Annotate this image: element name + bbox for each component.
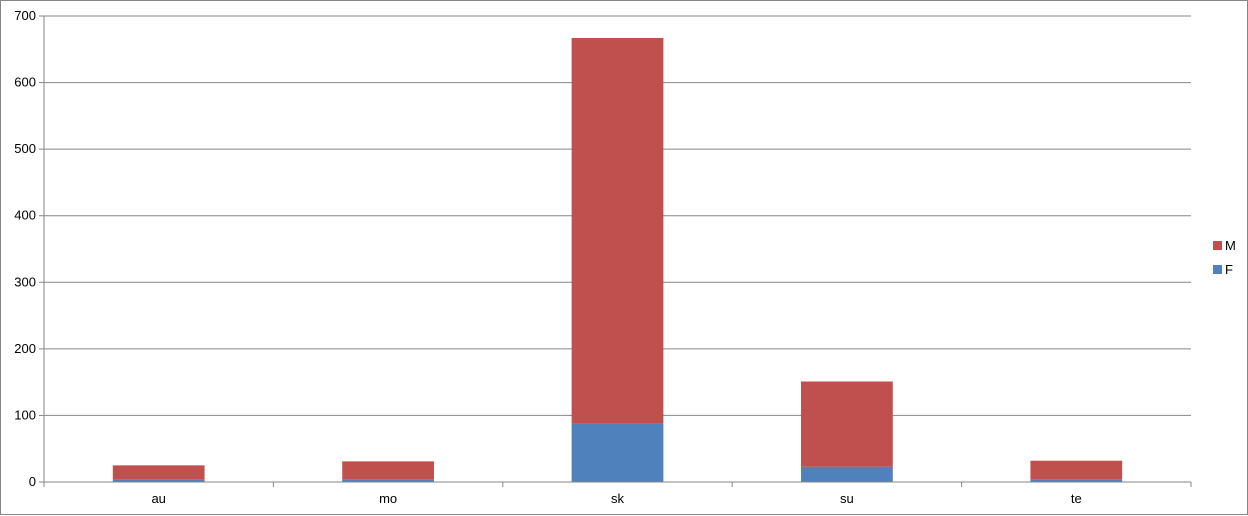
x-tick-label: sk: [611, 491, 625, 506]
bar-f-au: [112, 479, 205, 482]
bar-m-mo: [342, 461, 434, 480]
bars: [112, 37, 1123, 482]
bar-f-su: [801, 466, 893, 482]
bar-f-te: [1030, 479, 1123, 482]
x-tick-label: au: [151, 491, 165, 506]
legend-label-m: M: [1225, 238, 1236, 253]
y-tick-label: 500: [14, 141, 36, 156]
bar-f-mo: [342, 479, 434, 482]
y-tick-label: 400: [14, 208, 36, 223]
bar-m-sk: [571, 37, 664, 424]
y-tick-label: 600: [14, 75, 36, 90]
y-tick-label: 700: [14, 8, 36, 23]
y-tick-label: 300: [14, 274, 36, 289]
bar-m-au: [112, 465, 205, 480]
x-tick-label: su: [840, 491, 854, 506]
legend-swatch-m: [1213, 241, 1222, 250]
bar-m-su: [801, 381, 893, 467]
legend-label-f: F: [1225, 262, 1233, 277]
x-tick-label: te: [1071, 491, 1082, 506]
x-tick-label: mo: [379, 491, 397, 506]
y-axis-ticks: 0 100 200 300 400 500 600 700: [14, 8, 45, 489]
y-tick-label: 0: [29, 474, 36, 489]
legend: MF: [1213, 238, 1236, 277]
x-axis: au mo sk su te: [43, 481, 1192, 506]
legend-swatch-f: [1213, 265, 1222, 274]
y-tick-label: 200: [14, 341, 36, 356]
bar-m-te: [1030, 460, 1123, 480]
bar-f-sk: [571, 423, 664, 482]
y-tick-label: 100: [14, 407, 36, 422]
